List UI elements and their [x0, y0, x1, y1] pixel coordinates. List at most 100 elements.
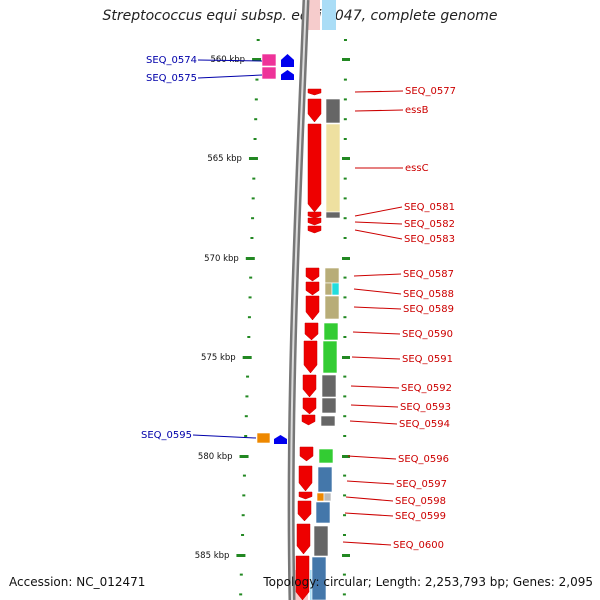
gene-arrow-forward: [297, 500, 312, 522]
label-connector: [192, 434, 257, 439]
minor-tick-inner: [343, 316, 347, 319]
minor-tick: [251, 197, 255, 200]
cog-block: [321, 397, 337, 414]
gene-label-right: SEQ_0592: [401, 383, 452, 394]
gene-label-right: essC: [405, 163, 429, 174]
gene-arrow-forward: [307, 211, 322, 219]
cog-block: [318, 448, 334, 464]
minor-tick: [244, 435, 248, 437]
ruler-label: 570 kbp: [204, 254, 239, 264]
minor-tick: [254, 98, 258, 101]
gene-label-right: SEQ_0593: [400, 402, 451, 413]
gene-label-right: SEQ_0590: [402, 329, 453, 340]
minor-tick: [254, 118, 258, 121]
gene-label-right: SEQ_0589: [403, 304, 454, 315]
major-tick-inner: [342, 356, 350, 359]
gene-label-right: SEQ_0600: [393, 540, 444, 551]
ruler-label: 575 kbp: [201, 353, 236, 363]
gene-label-right: essB: [405, 105, 429, 116]
gene-features: [256, 53, 341, 600]
gene-block-pink: [261, 53, 277, 67]
gene-arrow-reverse: [281, 54, 294, 67]
label-connector: [354, 206, 403, 217]
minor-tick: [251, 217, 255, 220]
major-tick: [242, 356, 252, 359]
minor-tick-inner: [343, 78, 347, 81]
minor-tick: [256, 39, 260, 41]
minor-tick: [242, 474, 246, 477]
gene-arrow-forward: [307, 123, 322, 213]
minor-tick-inner: [343, 474, 347, 477]
minor-tick: [241, 534, 245, 536]
gene-label-right: SEQ_0597: [396, 479, 447, 490]
gene-arrow-reverse: [274, 435, 287, 444]
minor-tick-inner: [343, 118, 347, 121]
label-connector: [354, 221, 403, 225]
gene-label-left: SEQ_0574: [146, 55, 197, 66]
minor-tick: [244, 415, 248, 418]
ruler-label: 580 kbp: [198, 452, 233, 462]
gene-labels: SEQ_0574 SEQ_0575 SEQ_0595 SEQ_0577 essB essC…: [141, 55, 456, 551]
major-tick: [252, 58, 262, 61]
minor-tick-inner: [343, 217, 347, 220]
label-connector: [350, 385, 400, 389]
label-connector: [353, 288, 402, 295]
minor-tick: [245, 395, 249, 398]
cog-block: [324, 282, 333, 296]
gene-arrow-forward: [305, 295, 320, 321]
label-connector: [354, 90, 404, 93]
gene-arrow-forward: [305, 281, 320, 296]
cog-block: [331, 282, 340, 296]
cog-block: [325, 98, 341, 124]
major-tick: [236, 554, 246, 557]
gene-label-right: SEQ_0577: [405, 86, 456, 97]
gene-label-right: SEQ_0596: [398, 454, 449, 465]
gene-arrow-forward: [301, 414, 316, 426]
label-connector: [347, 455, 397, 460]
outer-band-top-cyan: [322, 0, 336, 30]
minor-tick: [241, 514, 245, 517]
minor-tick-inner: [343, 138, 347, 140]
gene-arrow-forward: [295, 555, 310, 600]
minor-tick-inner: [343, 435, 347, 437]
gene-arrow-forward: [298, 491, 313, 500]
minor-tick-inner: [343, 197, 347, 200]
label-connector: [197, 59, 263, 62]
minor-tick: [253, 138, 257, 140]
gene-label-right: SEQ_0594: [399, 419, 450, 430]
major-tick-inner: [342, 455, 350, 458]
gene-arrow-forward: [307, 98, 322, 123]
minor-tick-inner: [342, 534, 346, 536]
major-tick-inner: [342, 554, 350, 557]
accession-text: Accession: NC_012471: [9, 575, 146, 589]
gene-label-right: SEQ_0582: [404, 219, 455, 230]
cog-block: [324, 267, 340, 284]
minor-tick: [246, 375, 250, 378]
label-connector: [352, 331, 401, 335]
genome-backbone: [287, 0, 310, 600]
gene-arrow-forward: [298, 465, 313, 492]
minor-tick: [239, 593, 243, 596]
cog-block: [316, 492, 325, 502]
gene-block-orange: [256, 432, 271, 444]
minor-tick-inner: [343, 514, 347, 517]
gene-block-pink: [261, 66, 277, 80]
gene-arrow-forward: [307, 88, 322, 96]
label-connector: [346, 480, 395, 485]
label-connector: [353, 273, 402, 277]
gene-arrow-forward: [296, 523, 311, 555]
label-connector: [351, 356, 401, 360]
gene-label-right: SEQ_0591: [402, 354, 453, 365]
label-connectors: [192, 59, 404, 546]
minor-tick-inner: [343, 296, 347, 299]
major-tick: [239, 455, 249, 458]
topology-text: Topology: circular; Length: 2,253,793 bp…: [263, 575, 593, 589]
cog-block: [325, 211, 341, 219]
gene-arrow-forward: [307, 225, 322, 234]
minor-tick-inner: [343, 98, 347, 101]
ruler-label: 585 kbp: [195, 551, 230, 561]
minor-tick-inner: [343, 276, 347, 279]
minor-tick-inner: [343, 375, 347, 378]
